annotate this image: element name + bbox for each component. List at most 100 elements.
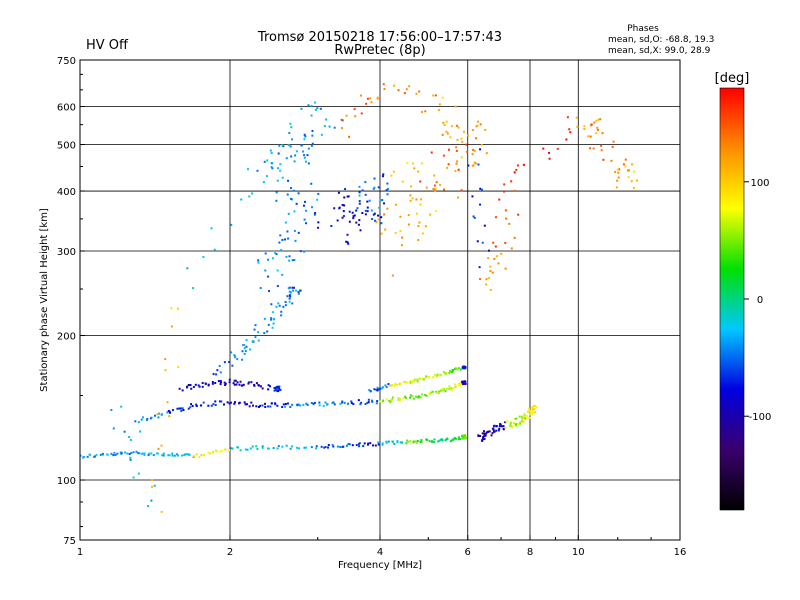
data-point bbox=[495, 255, 498, 258]
data-point bbox=[479, 187, 482, 190]
data-point bbox=[436, 373, 439, 376]
phases-title: Phases bbox=[627, 24, 659, 34]
data-point bbox=[457, 168, 460, 171]
data-point bbox=[358, 191, 361, 194]
data-point bbox=[418, 221, 421, 224]
data-point bbox=[242, 383, 245, 386]
data-point bbox=[483, 433, 486, 436]
data-point bbox=[303, 446, 306, 449]
data-point bbox=[273, 387, 276, 390]
data-point bbox=[535, 406, 538, 409]
data-point bbox=[412, 379, 415, 382]
data-point bbox=[383, 213, 386, 216]
data-point bbox=[325, 118, 328, 121]
data-point bbox=[246, 168, 249, 171]
y-tick-label: 300 bbox=[57, 247, 76, 258]
data-point bbox=[416, 439, 419, 442]
data-point bbox=[420, 439, 423, 442]
data-point bbox=[596, 128, 599, 131]
data-point bbox=[307, 162, 310, 165]
data-point bbox=[517, 213, 520, 216]
data-point bbox=[392, 84, 395, 87]
data-point bbox=[385, 440, 388, 443]
data-point bbox=[372, 187, 375, 190]
data-point bbox=[432, 187, 435, 190]
data-point bbox=[311, 142, 314, 145]
data-point bbox=[489, 265, 492, 268]
data-point bbox=[416, 380, 419, 383]
data-point bbox=[419, 396, 422, 399]
data-point bbox=[312, 402, 315, 405]
data-point bbox=[460, 367, 463, 370]
data-point bbox=[182, 408, 185, 411]
data-point bbox=[188, 453, 191, 456]
data-point bbox=[504, 209, 507, 212]
data-point bbox=[401, 180, 404, 183]
data-point bbox=[435, 390, 438, 393]
data-point bbox=[366, 443, 369, 446]
data-point bbox=[452, 438, 455, 441]
data-point bbox=[235, 383, 238, 386]
data-point bbox=[251, 404, 254, 407]
data-point bbox=[589, 135, 592, 138]
data-point bbox=[202, 255, 205, 258]
data-point bbox=[415, 198, 418, 201]
data-point bbox=[393, 384, 396, 387]
data-point bbox=[369, 97, 372, 100]
data-point bbox=[137, 452, 140, 455]
data-point bbox=[597, 118, 600, 121]
data-point bbox=[231, 364, 234, 367]
data-point bbox=[315, 445, 318, 448]
data-point bbox=[204, 382, 207, 385]
data-point bbox=[259, 385, 262, 388]
data-point bbox=[303, 156, 306, 159]
data-point bbox=[627, 176, 630, 179]
data-point bbox=[150, 416, 153, 419]
data-point bbox=[568, 128, 571, 131]
data-point bbox=[251, 445, 254, 448]
data-point bbox=[153, 484, 156, 487]
data-point bbox=[290, 126, 293, 129]
data-point bbox=[324, 401, 327, 404]
data-point bbox=[370, 101, 373, 104]
data-point bbox=[143, 453, 146, 456]
data-point bbox=[154, 414, 157, 417]
data-point bbox=[439, 183, 442, 186]
data-point bbox=[310, 105, 313, 108]
data-point bbox=[487, 249, 490, 252]
data-point bbox=[192, 287, 195, 290]
data-point bbox=[230, 447, 233, 450]
data-point bbox=[375, 221, 378, 224]
data-point bbox=[181, 407, 184, 410]
data-point bbox=[492, 241, 495, 244]
data-point bbox=[187, 384, 190, 387]
data-point bbox=[516, 164, 519, 167]
data-point bbox=[333, 207, 336, 210]
data-point bbox=[324, 446, 327, 449]
data-point bbox=[293, 259, 296, 262]
data-point bbox=[331, 402, 334, 405]
data-point bbox=[340, 118, 343, 121]
data-point bbox=[303, 250, 306, 253]
data-point bbox=[481, 241, 484, 244]
data-point bbox=[525, 414, 528, 417]
data-point bbox=[487, 276, 490, 279]
data-point bbox=[275, 253, 278, 256]
data-point bbox=[261, 404, 264, 407]
data-point bbox=[333, 403, 336, 406]
data-point bbox=[281, 238, 284, 241]
data-point bbox=[477, 434, 480, 437]
data-point bbox=[397, 396, 400, 399]
data-point bbox=[439, 374, 442, 377]
data-point bbox=[600, 149, 603, 152]
data-point bbox=[120, 451, 123, 454]
data-point bbox=[296, 446, 299, 449]
data-point bbox=[282, 403, 285, 406]
data-point bbox=[257, 339, 260, 342]
data-point bbox=[270, 318, 273, 321]
data-point bbox=[327, 446, 330, 449]
data-point bbox=[429, 391, 432, 394]
data-point bbox=[255, 405, 258, 408]
data-point bbox=[129, 456, 132, 459]
data-point bbox=[287, 179, 290, 182]
